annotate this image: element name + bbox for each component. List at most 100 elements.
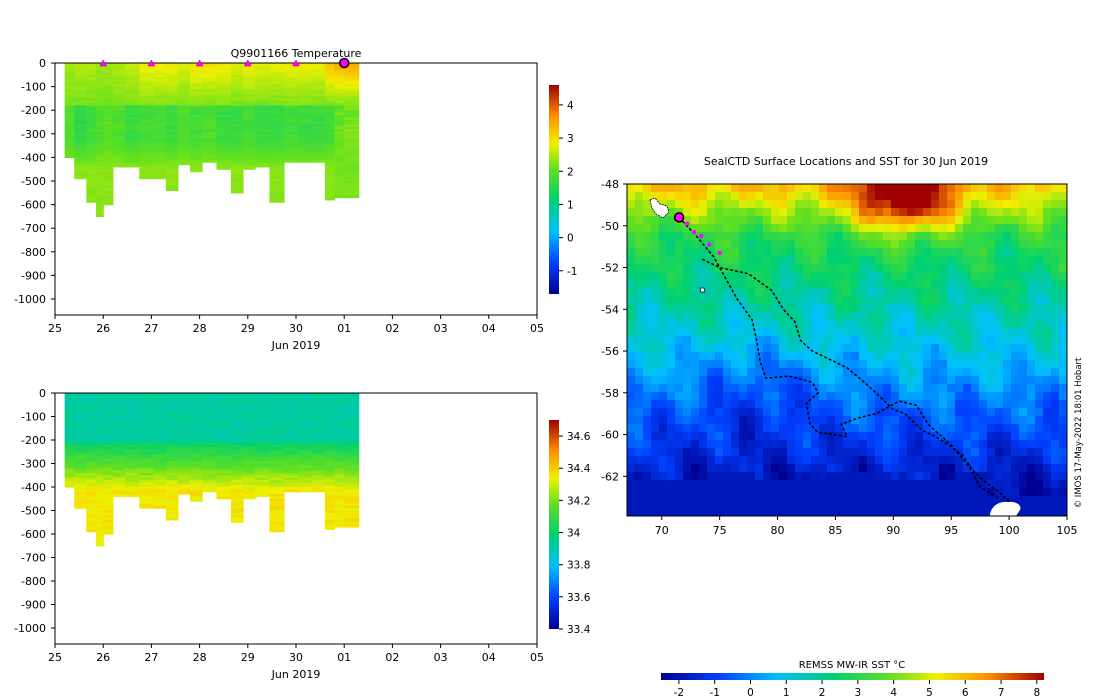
sst-cell xyxy=(683,448,692,457)
sst-cell xyxy=(867,400,876,409)
section-cell xyxy=(177,63,191,66)
section-cell xyxy=(95,145,104,149)
sst-cell xyxy=(891,504,900,513)
sst-cell xyxy=(955,488,964,497)
x-tick-label: 28 xyxy=(193,322,207,335)
sst-cell xyxy=(1027,392,1036,401)
section-cell xyxy=(230,428,244,432)
sst-cell xyxy=(771,184,780,193)
section-cell xyxy=(74,122,87,125)
sst-cell xyxy=(995,320,1004,329)
sst-cell xyxy=(795,472,804,481)
section-cell xyxy=(95,461,104,465)
sst-cell xyxy=(899,296,908,305)
section-cell xyxy=(298,414,314,418)
sst-cell xyxy=(883,360,892,369)
section-cell xyxy=(95,181,104,184)
section-cell xyxy=(344,157,360,161)
sst-cell xyxy=(779,504,788,513)
sst-cell xyxy=(1035,376,1044,385)
sst-cell xyxy=(1027,448,1036,457)
sst-cell xyxy=(667,512,676,516)
sst-cell xyxy=(651,296,660,305)
sst-cell xyxy=(1043,400,1052,409)
section-cell xyxy=(74,484,87,488)
section-cell xyxy=(103,79,114,83)
section-cell xyxy=(202,86,218,90)
sst-cell xyxy=(675,432,684,441)
sst-cell xyxy=(747,408,756,417)
sst-cell xyxy=(787,480,796,489)
sst-cell xyxy=(771,240,780,249)
sst-cell xyxy=(659,424,668,433)
sst-cell xyxy=(723,232,732,241)
sst-cell xyxy=(883,200,892,209)
sst-cell xyxy=(731,296,740,305)
sst-cell xyxy=(731,240,740,249)
section-cell xyxy=(189,400,203,403)
section-cell xyxy=(189,133,203,137)
sst-cell xyxy=(755,472,764,481)
sst-cell xyxy=(867,208,876,217)
sst-cell xyxy=(843,256,852,265)
section-cell xyxy=(324,472,336,476)
section-cell xyxy=(269,145,285,149)
sst-cell xyxy=(811,400,820,409)
section-cell xyxy=(103,192,114,196)
section-cell xyxy=(74,72,87,76)
sst-cell xyxy=(1043,512,1052,516)
section-cell xyxy=(202,70,218,74)
sst-cell xyxy=(1019,336,1028,345)
section-cell xyxy=(124,112,140,116)
sst-cell xyxy=(699,432,708,441)
section-cell xyxy=(269,131,285,135)
sst-cell xyxy=(723,400,732,409)
section-cell xyxy=(124,67,140,71)
sst-cell xyxy=(811,320,820,329)
sst-cell xyxy=(843,200,852,209)
section-cell xyxy=(153,397,167,401)
section-cell xyxy=(269,70,285,74)
section-cell xyxy=(124,164,140,168)
section-cell xyxy=(242,74,256,78)
section-cell xyxy=(112,400,126,403)
section-cell xyxy=(283,468,300,472)
section-cell xyxy=(255,117,271,121)
section-cell xyxy=(242,463,256,467)
sst-cell xyxy=(731,472,740,481)
sst-cell xyxy=(971,416,980,425)
section-cell xyxy=(189,155,203,158)
section-cell xyxy=(230,185,244,189)
section-cell xyxy=(95,421,104,425)
sst-cell xyxy=(795,360,804,369)
section-cell xyxy=(269,411,285,415)
section-cell xyxy=(216,437,232,441)
sst-cell xyxy=(867,408,876,417)
section-cell xyxy=(112,70,126,74)
sst-cell xyxy=(667,288,676,297)
section-cell xyxy=(230,159,244,163)
sst-cell xyxy=(883,296,892,305)
section-cell xyxy=(74,477,87,481)
section-cell xyxy=(95,176,104,180)
section-cell xyxy=(153,404,167,408)
sst-cell xyxy=(1043,408,1052,417)
sst-cell xyxy=(1019,472,1028,481)
section-cell xyxy=(64,418,75,422)
section-cell xyxy=(74,475,87,479)
section-cell xyxy=(242,70,256,74)
section-cell xyxy=(283,395,300,399)
section-cell xyxy=(189,145,203,149)
sst-cell xyxy=(787,512,796,516)
sst-cell xyxy=(627,352,636,361)
sst-cell xyxy=(843,312,852,321)
sst-cell xyxy=(1011,360,1020,369)
section-cell xyxy=(153,409,167,413)
section-cell xyxy=(298,484,314,488)
sst-cell xyxy=(627,456,636,465)
section-cell xyxy=(139,173,155,177)
section-cell xyxy=(202,487,218,490)
section-cell xyxy=(269,143,285,147)
section-cell xyxy=(177,124,191,128)
section-cell xyxy=(324,428,336,432)
